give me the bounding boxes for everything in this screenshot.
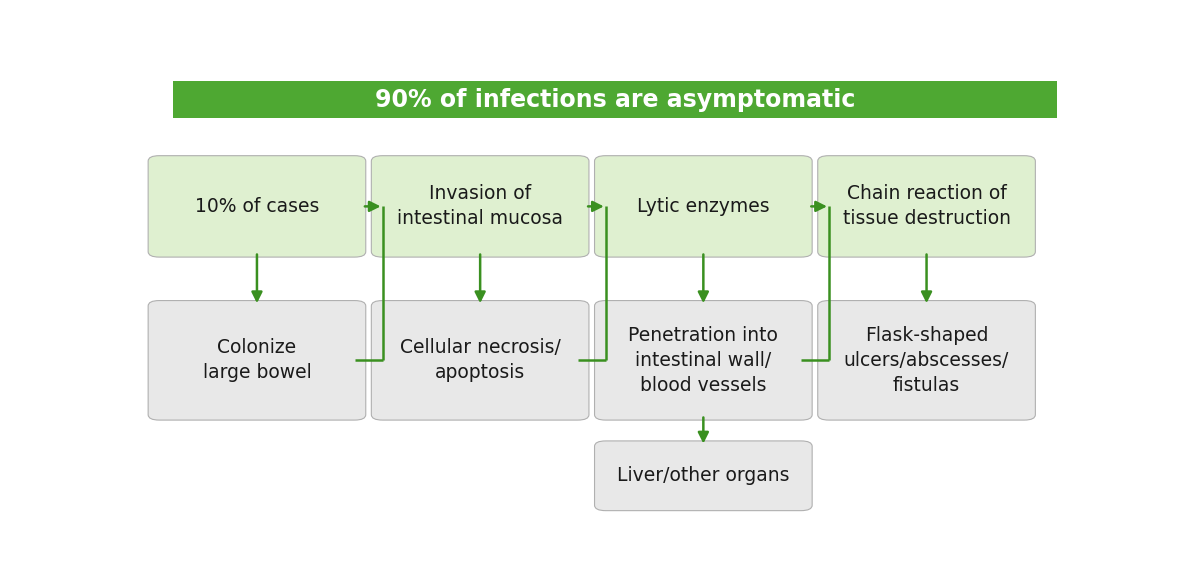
FancyBboxPatch shape	[594, 441, 812, 510]
Text: 10% of cases: 10% of cases	[194, 197, 319, 216]
Text: Penetration into
intestinal wall/
blood vessels: Penetration into intestinal wall/ blood …	[629, 326, 779, 395]
FancyBboxPatch shape	[817, 300, 1036, 420]
Text: Flask-shaped
ulcers/abscesses/
fistulas: Flask-shaped ulcers/abscesses/ fistulas	[844, 326, 1009, 395]
FancyBboxPatch shape	[148, 300, 366, 420]
Text: Invasion of
intestinal mucosa: Invasion of intestinal mucosa	[397, 185, 563, 228]
FancyBboxPatch shape	[148, 156, 366, 257]
FancyBboxPatch shape	[371, 156, 589, 257]
Text: Chain reaction of
tissue destruction: Chain reaction of tissue destruction	[842, 185, 1010, 228]
FancyBboxPatch shape	[594, 156, 812, 257]
FancyBboxPatch shape	[173, 81, 1057, 118]
Text: Lytic enzymes: Lytic enzymes	[637, 197, 769, 216]
Text: 90% of infections are asymptomatic: 90% of infections are asymptomatic	[374, 88, 856, 112]
FancyBboxPatch shape	[594, 300, 812, 420]
Text: Colonize
large bowel: Colonize large bowel	[203, 338, 311, 382]
FancyBboxPatch shape	[371, 300, 589, 420]
FancyBboxPatch shape	[817, 156, 1036, 257]
Text: Cellular necrosis/
apoptosis: Cellular necrosis/ apoptosis	[400, 338, 560, 382]
Text: Liver/other organs: Liver/other organs	[617, 466, 790, 485]
